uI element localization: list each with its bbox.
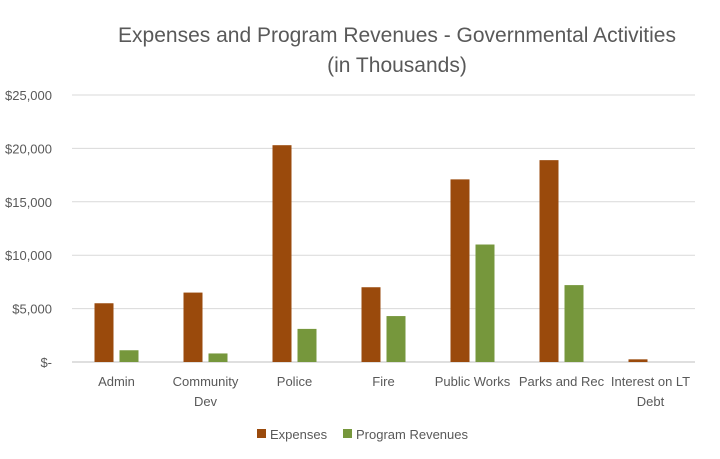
x-tick-label: Debt [637,394,665,409]
x-tick-label: Public Works [435,374,511,389]
x-tick-label: Community [173,374,239,389]
bar-program-revenues [475,244,495,362]
x-tick-label: Admin [98,374,135,389]
chart-title-line: (in Thousands) [327,54,467,77]
bar-expenses [628,359,648,362]
legend-swatch [343,429,352,438]
bar-expenses [450,179,470,362]
chart-title-line: Expenses and Program Revenues - Governme… [118,24,676,47]
x-tick-label: Parks and Rec [519,374,605,389]
bars [94,145,648,362]
legend-label: Expenses [270,427,328,442]
x-axis-tick-labels: Admin Community Dev Police Fire Public Works P… [98,374,690,409]
x-tick-label: Dev [194,394,218,409]
y-axis-tick-labels: $- $5,000 $10,000 $15,000 $20,000 $25,000 [5,88,52,370]
x-tick-label: Fire [372,374,394,389]
legend-label: Program Revenues [356,427,468,442]
bar-expenses [272,145,292,362]
y-tick-label: $25,000 [5,88,52,103]
bar-program-revenues [297,328,317,362]
bar-expenses [361,287,381,362]
bar-program-revenues [564,285,584,362]
bar-program-revenues [119,350,139,362]
y-tick-label: $- [40,355,52,370]
bar-expenses [539,160,559,362]
y-tick-label: $5,000 [12,302,52,317]
bar-program-revenues [386,316,406,362]
bar-program-revenues [208,353,228,362]
y-tick-label: $15,000 [5,195,52,210]
chart-title: Expenses and Program Revenues - Governme… [118,24,676,77]
y-tick-label: $10,000 [5,248,52,263]
bar-expenses [94,303,114,362]
bar-expenses [183,292,203,362]
x-tick-label: Interest on LT [611,374,690,389]
x-tick-label: Police [277,374,312,389]
gridlines [72,94,695,363]
legend: Expenses Program Revenues [257,427,468,442]
y-tick-label: $20,000 [5,141,52,156]
legend-swatch [257,429,266,438]
